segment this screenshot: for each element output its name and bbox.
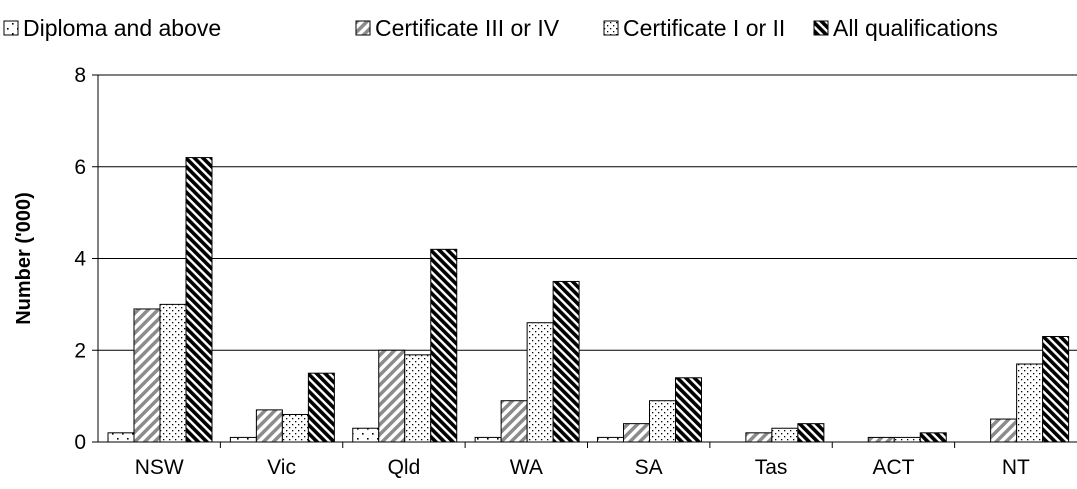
- x-tick-label: Vic: [267, 456, 296, 479]
- bar-vic-series-2: [281, 413, 309, 443]
- bar-sa-series-2: [649, 400, 676, 443]
- x-tick-label: SA: [635, 456, 663, 479]
- axis-labels: 0 2 4 6 8 NSW Vic Qld WA SA Tas ACT NT Number ('000): [13, 64, 1030, 479]
- bar-vic-series-1: [255, 409, 283, 443]
- bar-wa-series-0: [474, 436, 502, 443]
- legend-swatch: [3, 20, 19, 36]
- bar-wa-series-3: [552, 280, 580, 443]
- y-tick-label: 0: [74, 431, 86, 454]
- bar-tas-series-2: [771, 427, 799, 443]
- y-tick-label: 8: [74, 64, 86, 87]
- x-tick-label: ACT: [872, 456, 914, 479]
- y-tick-label: 6: [74, 156, 86, 179]
- x-tick-label: NSW: [135, 456, 184, 479]
- bar-qld-series-1: [378, 349, 406, 443]
- bar-nsw-series-1: [133, 308, 161, 443]
- bar-nt-series-3: [1042, 335, 1070, 443]
- bar-act-series-3: [919, 432, 947, 443]
- legend-label: Certificate III or IV: [375, 15, 560, 41]
- x-tick-label: Tas: [755, 456, 788, 479]
- x-tick-label: NT: [1002, 456, 1030, 479]
- bar-nsw-series-0: [107, 432, 135, 443]
- bar-tas-series-3: [797, 423, 825, 443]
- legend-label: Certificate I or II: [623, 15, 785, 41]
- legend-swatch: [355, 20, 371, 36]
- bar-nsw-series-3: [185, 157, 213, 443]
- bar-act-series-1: [867, 436, 895, 443]
- bar-wa-series-1: [500, 400, 528, 443]
- legend-label: Diploma and above: [23, 15, 221, 41]
- bar-act-series-2: [893, 436, 921, 443]
- x-tick-label: Qld: [388, 456, 421, 479]
- y-tick-label: 4: [74, 248, 86, 271]
- x-tick-label: WA: [510, 456, 543, 479]
- bar-vic-series-0: [229, 436, 257, 443]
- bar-sa-series-0: [597, 436, 624, 443]
- bar-qld-series-3: [430, 248, 458, 443]
- bars: [107, 157, 1070, 443]
- legend-swatch: [603, 20, 619, 36]
- bar-vic-series-3: [307, 372, 335, 443]
- axes: [92, 74, 1077, 448]
- bar-sa-series-3: [675, 377, 702, 443]
- legend-label: All qualifications: [833, 15, 998, 41]
- bar-qld-series-0: [352, 427, 380, 443]
- gridlines: [98, 74, 1077, 351]
- bar-sa-series-1: [623, 423, 650, 443]
- bar-nt-series-2: [1016, 363, 1044, 443]
- y-axis-title: Number ('000): [13, 192, 35, 325]
- bar-nsw-series-2: [159, 303, 187, 443]
- y-tick-label: 2: [74, 339, 86, 362]
- bar-qld-series-2: [404, 354, 432, 443]
- legend-swatch: [813, 20, 829, 36]
- bar-wa-series-2: [526, 322, 554, 443]
- bar-tas-series-1: [745, 432, 773, 443]
- bar-nt-series-1: [990, 418, 1018, 443]
- legend: Diploma and above Certificate III or IV Ce…: [3, 15, 998, 41]
